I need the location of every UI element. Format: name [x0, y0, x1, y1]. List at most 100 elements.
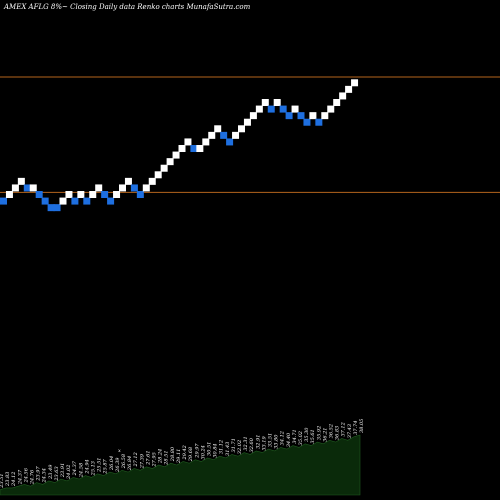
volume-label: 30.84	[213, 443, 219, 457]
volume-label: 31.71	[231, 438, 237, 452]
volume-label: 24.37	[72, 460, 78, 476]
level-lines	[0, 76, 500, 193]
volume-label: 37.12	[341, 422, 347, 436]
renko-brick	[243, 118, 251, 126]
volume-label: 37.43	[347, 424, 353, 438]
renko-brick	[130, 184, 138, 192]
volume-label: 31.43	[225, 442, 231, 456]
renko-brick	[89, 191, 97, 199]
renko-brick	[148, 177, 156, 185]
renko-brick	[136, 191, 144, 199]
volume-label: 26.84	[127, 456, 133, 471]
volume-label: 35.30	[304, 427, 310, 442]
volume-label: 26.39	[115, 457, 121, 473]
renko-brick	[11, 184, 19, 192]
volume-label: 27.12	[133, 452, 139, 467]
volume-label: 34.71	[292, 429, 298, 443]
renko-brick	[255, 105, 263, 113]
renko-brick	[172, 151, 180, 159]
renko-brick	[261, 99, 269, 107]
renko-brick	[77, 191, 85, 199]
renko-brick	[196, 145, 204, 153]
volume-label: 33.51	[267, 433, 273, 447]
renko-brick	[351, 79, 359, 87]
volume-label: 25.87	[103, 458, 109, 474]
renko-brick	[53, 204, 61, 212]
volume-label: 35.02	[298, 431, 304, 445]
volume-marker: x	[118, 448, 121, 454]
renko-brick	[59, 197, 67, 205]
volume-label: 37.74	[353, 420, 359, 434]
volume-label: 30.51	[206, 442, 212, 456]
volume-label: 24.56	[23, 467, 29, 483]
volume-label: 33.80	[274, 434, 280, 449]
renko-brick	[327, 105, 335, 113]
volume-label: 27.39	[139, 453, 145, 469]
renko-brick	[285, 112, 293, 120]
renko-brick	[0, 197, 7, 205]
volume-label: 25.51	[97, 457, 103, 472]
volume-label: 24.37	[17, 469, 23, 485]
renko-brick	[47, 204, 55, 212]
volume-label: 24.34	[42, 468, 48, 483]
renko-brick	[107, 197, 115, 205]
volume-label: 32.60	[249, 437, 255, 452]
volume-label: 30.24	[200, 445, 206, 459]
renko-brick	[291, 105, 299, 113]
volume-label: 25.13	[91, 461, 97, 476]
volume-label: 36.83	[335, 426, 341, 440]
renko-bricks	[0, 79, 359, 212]
renko-brick	[267, 105, 275, 113]
renko-brick	[202, 138, 210, 146]
volume-label: 31.12	[219, 440, 225, 454]
volume-label: 35.92	[316, 426, 322, 440]
renko-brick	[101, 191, 109, 199]
renko-brick	[83, 197, 91, 205]
renko-brick	[238, 125, 245, 133]
renko-brick	[226, 138, 234, 146]
volume-label: 34.40	[286, 432, 292, 447]
volume-label: 23.91	[60, 463, 66, 478]
renko-brick	[5, 191, 13, 199]
renko-brick	[315, 118, 323, 126]
renko-brick	[65, 191, 73, 199]
renko-brick	[184, 138, 192, 146]
volume-label: 24.76	[30, 469, 36, 485]
volume-label: 23.83	[5, 472, 11, 487]
volume-label: 27.95	[152, 452, 158, 467]
volume-series	[0, 434, 361, 496]
renko-brick	[178, 145, 186, 153]
renko-brick	[333, 99, 341, 107]
renko-brick	[321, 112, 329, 120]
renko-brick	[232, 131, 240, 139]
volume-label: 23.97	[36, 466, 42, 482]
volume-label: 29.68	[188, 447, 194, 462]
renko-brick	[303, 118, 311, 126]
renko-brick	[297, 112, 305, 120]
volume-label: 35.61	[310, 429, 316, 443]
renko-brick	[113, 191, 121, 199]
renko-brick	[166, 158, 174, 166]
volume-label: 23.63	[54, 466, 60, 481]
volume-labels: 23.51 23.83 24.12 24.37 24.56 24.76 23.97 24.34…	[0, 419, 365, 489]
volume-label: 28.51	[164, 450, 170, 465]
renko-brick	[23, 184, 31, 192]
renko-brick	[124, 177, 132, 185]
renko-brick	[142, 184, 150, 192]
volume-area	[0, 434, 361, 496]
volume-label: 23.51	[0, 473, 5, 488]
renko-brick	[41, 197, 49, 205]
renko-brick	[17, 177, 25, 185]
volume-label: 23.49	[48, 464, 54, 480]
renko-brick	[95, 184, 103, 192]
volume-label: 33.19	[261, 436, 267, 451]
renko-brick	[29, 184, 37, 192]
renko-brick	[119, 184, 126, 192]
volume-label: 29.11	[176, 449, 182, 464]
volume-label: 36.21	[322, 427, 328, 441]
volume-label: 32.91	[255, 435, 261, 449]
volume-label: 34.12	[280, 431, 286, 445]
volume-label: 32.02	[237, 440, 243, 454]
renko-brick	[345, 85, 353, 93]
